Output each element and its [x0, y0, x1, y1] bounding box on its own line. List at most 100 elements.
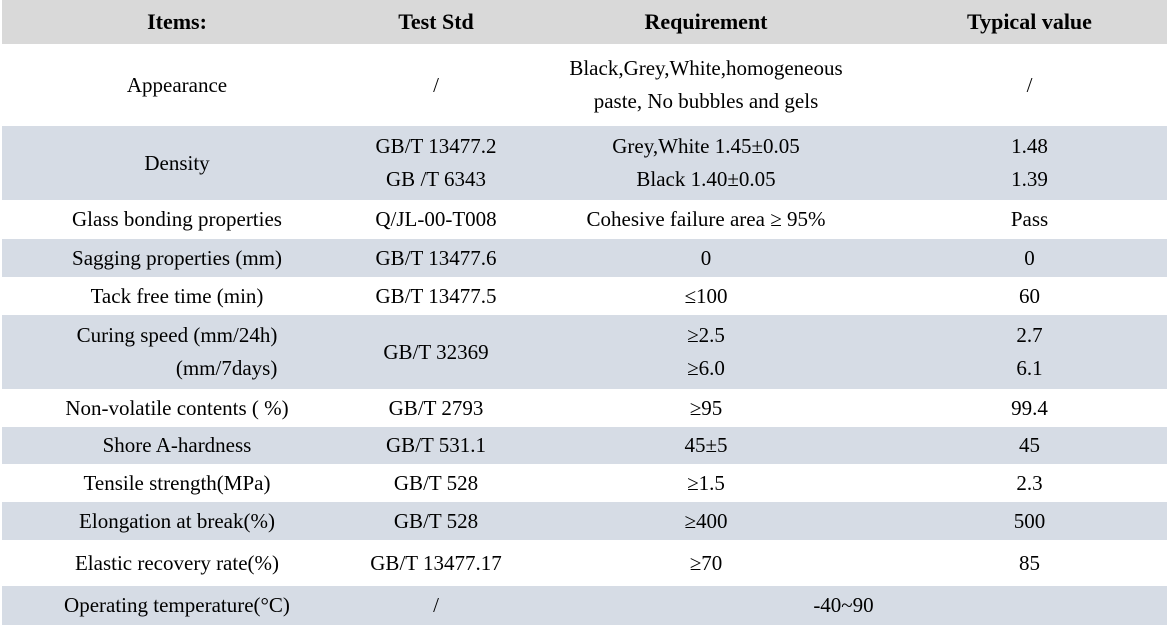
test-std-cell-line: GB/T 13477.2	[375, 134, 497, 159]
item-cell: Tensile strength(MPa)	[2, 464, 352, 502]
typical-value-cell: 2.7 6.1	[892, 315, 1167, 389]
typical-value-cell-line: Pass	[1010, 207, 1049, 232]
test-std-cell-line: GB/T 531.1	[386, 433, 486, 458]
table-row: Curing speed (mm/24h) (mm/7days) GB/T 3236…	[2, 315, 1167, 389]
requirement-cell: ≥95	[520, 389, 892, 427]
requirement-cell-line: Cohesive failure area ≥ 95%	[586, 207, 826, 232]
requirement-cell-line: ≥400	[684, 508, 728, 533]
requirement-cell-line: -40~90	[813, 593, 874, 618]
requirement-cell: ≥2.5 ≥6.0	[520, 315, 892, 389]
requirement-cell-line: ≥95	[689, 395, 723, 420]
item-cell: Glass bonding properties	[2, 200, 352, 239]
typical-value-cell-line: 2.7	[1016, 323, 1043, 348]
item-cell-line: Density	[144, 150, 210, 175]
test-std-cell-line: GB/T 13477.5	[375, 283, 497, 308]
test-std-cell: GB/T 13477.6	[352, 239, 520, 277]
typical-value-cell-line: 500	[1013, 508, 1046, 533]
item-cell: Curing speed (mm/24h) (mm/7days)	[2, 315, 352, 389]
typical-value-cell-line: 85	[1019, 550, 1040, 575]
requirement-cell: ≥400	[520, 502, 892, 540]
requirement-cell-line: ≥1.5	[687, 470, 725, 495]
test-std-cell: GB/T 531.1	[352, 427, 520, 464]
test-std-cell-line: GB/T 13477.17	[370, 550, 502, 575]
requirement-cell: 0	[520, 239, 892, 277]
test-std-cell-line: Q/JL-00-T008	[375, 207, 497, 232]
typical-value-cell: 2.3	[892, 464, 1167, 502]
item-cell: Operating temperature(°C)	[2, 586, 352, 625]
col-header-typical-value: Typical value	[892, 0, 1167, 44]
requirement-cell: ≥70	[520, 540, 892, 586]
test-std-cell: GB/T 13477.2 GB /T 6343	[352, 126, 520, 200]
requirement-cell: ≤100	[520, 277, 892, 315]
requirement-cell: Black,Grey,White,homogeneous paste, No bu…	[520, 44, 892, 126]
typical-value-cell-line: 2.3	[1016, 470, 1043, 495]
table-row: Appearance / Black,Grey,White,homogeneous p…	[2, 44, 1167, 126]
spec-table-header: Items: Test Std Requirement Typical valu…	[2, 0, 1167, 44]
item-cell: Elastic recovery rate(%)	[2, 540, 352, 586]
requirement-cell: Cohesive failure area ≥ 95%	[520, 200, 892, 239]
table-row: Density GB/T 13477.2 GB /T 6343 Grey,White …	[2, 126, 1167, 200]
test-std-cell: /	[352, 586, 520, 625]
item-label: Curing speed (mm/24h) (mm/7days)	[76, 323, 278, 380]
typical-value-cell: 99.4	[892, 389, 1167, 427]
item-cell-line: Glass bonding properties	[72, 207, 282, 232]
table-row: Non-volatile contents ( %) GB/T 2793 ≥95 99…	[2, 389, 1167, 427]
header-row: Items: Test Std Requirement Typical valu…	[2, 0, 1167, 44]
test-std-cell-line: GB/T 528	[393, 470, 479, 495]
test-std-cell: GB/T 13477.5	[352, 277, 520, 315]
requirement-cell-line: Black 1.40±0.05	[636, 167, 776, 191]
typical-value-cell-line: 0	[1024, 245, 1035, 270]
requirement-cell: 45±5	[520, 427, 892, 464]
requirement-cell-line: ≥70	[689, 550, 723, 575]
typical-value-cell: 45	[892, 427, 1167, 464]
test-std-cell-line: /	[433, 72, 439, 97]
typical-value-cell-line: 45	[1019, 433, 1040, 458]
table-row: Sagging properties (mm) GB/T 13477.6 0 0	[2, 239, 1167, 277]
typical-value-cell: 1.48 1.39	[892, 126, 1167, 200]
typical-value-cell: 0	[892, 239, 1167, 277]
requirement-cell-line: 45±5	[684, 433, 728, 458]
test-std-cell-line: GB/T 13477.6	[375, 245, 497, 270]
requirement-cell-line: Black,Grey,White,homogeneous	[569, 56, 843, 81]
table-row: Elongation at break(%) GB/T 528 ≥400 500	[2, 502, 1167, 540]
typical-value-cell: 85	[892, 540, 1167, 586]
test-std-cell-line: GB/T 2793	[388, 395, 484, 420]
typical-value-cell: 500	[892, 502, 1167, 540]
typical-value-cell: /	[892, 44, 1167, 126]
col-header-test-std: Test Std	[352, 0, 520, 44]
test-std-cell: GB/T 32369	[352, 315, 520, 389]
test-std-cell-line: GB/T 528	[393, 508, 479, 533]
test-std-cell: Q/JL-00-T008	[352, 200, 520, 239]
item-cell-line: Operating temperature(°C)	[64, 593, 290, 618]
table-row: Glass bonding properties Q/JL-00-T008 Cohe…	[2, 200, 1167, 239]
item-cell-line: Elastic recovery rate(%)	[74, 550, 280, 575]
item-cell-line: Appearance	[126, 72, 228, 97]
item-cell-line: Tack free time (min)	[90, 283, 264, 308]
item-cell: Density	[2, 126, 352, 200]
test-std-cell: GB/T 13477.17	[352, 540, 520, 586]
typical-value-cell-line: 1.39	[1011, 167, 1048, 191]
item-cell-line: Elongation at break(%)	[79, 508, 275, 533]
test-std-cell: GB/T 528	[352, 464, 520, 502]
item-cell-line: Shore A-hardness	[102, 433, 252, 458]
item-cell-line: Non-volatile contents ( %)	[65, 395, 289, 420]
table-row: Operating temperature(°C) / -40~90	[2, 586, 1167, 625]
typical-value-cell-line: /	[1026, 72, 1033, 97]
test-std-cell: /	[352, 44, 520, 126]
col-header-requirement: Requirement	[520, 0, 892, 44]
item-cell: Non-volatile contents ( %)	[2, 389, 352, 427]
table-row: Shore A-hardness GB/T 531.1 45±5 45	[2, 427, 1167, 464]
requirement-cell-line: ≤100	[684, 283, 728, 308]
test-std-cell-line: GB/T 32369	[383, 339, 489, 364]
typical-value-cell: 60	[892, 277, 1167, 315]
typical-value-cell-line: 6.1	[1016, 356, 1043, 380]
item-cell: Elongation at break(%)	[2, 502, 352, 540]
requirement-cell-line: Grey,White 1.45±0.05	[612, 134, 800, 159]
item-cell: Sagging properties (mm)	[2, 239, 352, 277]
spec-table-body: Appearance / Black,Grey,White,homogeneous p…	[2, 44, 1167, 625]
typical-value-cell: Pass	[892, 200, 1167, 239]
item-cell: Shore A-hardness	[2, 427, 352, 464]
requirement-cell: Grey,White 1.45±0.05 Black 1.40±0.05	[520, 126, 892, 200]
requirement-cell-line: 0	[700, 245, 712, 270]
